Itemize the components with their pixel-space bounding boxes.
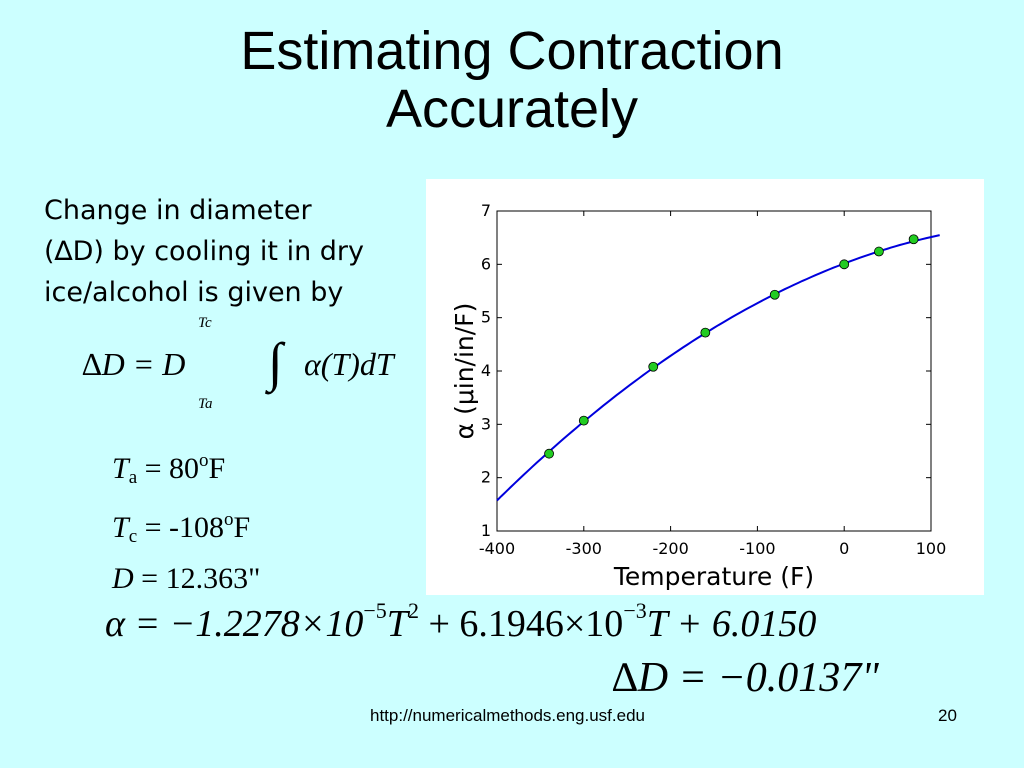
alpha-eq-part1: α = −1.2278×10	[105, 603, 364, 645]
alpha-eq-part3: + 6.1946×10	[418, 603, 624, 645]
x-tick-label: 0	[839, 539, 849, 558]
y-tick-label: 1	[481, 521, 491, 540]
y-tick-label: 7	[481, 201, 491, 220]
integral-upper-limit: Tc	[198, 315, 212, 331]
data-point	[648, 361, 659, 372]
plot-frame	[496, 210, 932, 532]
integral-equation: ∆D = D ∫ Tc Ta α(T)dT	[82, 310, 394, 420]
param-ta-degree: o	[199, 450, 209, 471]
y-tick-label: 6	[481, 254, 491, 273]
integral-lower-limit: Ta	[198, 396, 213, 412]
alpha-eq-exp3: −3	[623, 598, 647, 623]
title-line-1: Estimating Contraction	[240, 21, 784, 81]
data-point	[769, 289, 780, 300]
title-line-2: Accurately	[385, 79, 639, 139]
x-axis-label: Temperature (F)	[613, 562, 814, 591]
param-tc-unit: F	[233, 511, 251, 544]
parameter-list: Ta = 80oF Tc = -108oF D = 12.363"	[112, 440, 260, 600]
y-axis-label: α (μin/in/F)	[450, 303, 479, 440]
integral-integrand: α(T)dT	[304, 346, 394, 382]
param-d: D = 12.363"	[112, 558, 260, 600]
x-tick-label: -300	[566, 539, 602, 558]
y-tick-label: 3	[481, 414, 491, 433]
x-tick-label: -400	[479, 539, 515, 558]
data-point	[908, 234, 919, 245]
footer-url[interactable]: http://numericalmethods.eng.usf.edu	[370, 706, 645, 725]
alpha-eq-exp1: −5	[363, 598, 387, 623]
desc-line-1: Change in diameter	[44, 195, 312, 226]
x-tick-label: 100	[916, 539, 947, 558]
param-tc: Tc = -108oF	[112, 499, 260, 558]
description-text: Change in diameter (∆D) by cooling it in…	[44, 190, 424, 313]
param-d-value: = 12.363"	[133, 562, 261, 595]
alpha-eq-part2: T	[386, 603, 408, 645]
param-tc-label: T	[112, 511, 129, 544]
param-ta-sub: a	[128, 467, 138, 488]
param-ta-label: T	[112, 452, 129, 485]
data-point	[839, 259, 850, 270]
param-ta: Ta = 80oF	[112, 440, 260, 499]
alpha-equation: α = −1.2278×10−5T2 + 6.1946×10−3T + 6.01…	[105, 598, 816, 646]
param-tc-value: = -108	[137, 511, 225, 544]
fit-curve	[496, 234, 940, 502]
slide-title: Estimating Contraction Accurately	[0, 22, 1024, 138]
param-ta-unit: F	[208, 452, 226, 485]
param-d-label: D	[112, 562, 134, 595]
param-tc-sub: c	[128, 526, 138, 547]
desc-line-3: ice/alcohol is given by	[44, 277, 344, 308]
y-tick-label: 5	[481, 308, 491, 327]
param-tc-degree: o	[224, 509, 234, 530]
data-point	[874, 246, 884, 257]
chart-panel: -400 -300 -200 -100 0 100 1 2 3 4 5 6 7 Temperature (…	[426, 179, 984, 595]
result-equation: ∆D = −0.0137"	[612, 655, 879, 701]
data-point	[700, 327, 711, 338]
page-number: 20	[938, 706, 957, 725]
integral-sign: ∫	[268, 332, 283, 392]
desc-line-2: (∆D) by cooling it in dry	[44, 236, 365, 267]
x-tick-label: -200	[652, 539, 688, 558]
param-ta-value: = 80	[137, 452, 200, 485]
alpha-vs-temperature-chart: -400 -300 -200 -100 0 100 1 2 3 4 5 6 7 Temperature (…	[450, 201, 947, 591]
y-tick-label: 4	[481, 361, 491, 380]
data-point	[578, 415, 589, 426]
x-tick-label: -100	[739, 539, 775, 558]
alpha-eq-exp2: 2	[407, 598, 419, 623]
integral-lhs: ∆D = D	[82, 346, 186, 382]
alpha-eq-part4: T + 6.0150	[646, 603, 817, 645]
data-point	[544, 448, 554, 459]
y-tick-label: 2	[481, 468, 491, 487]
